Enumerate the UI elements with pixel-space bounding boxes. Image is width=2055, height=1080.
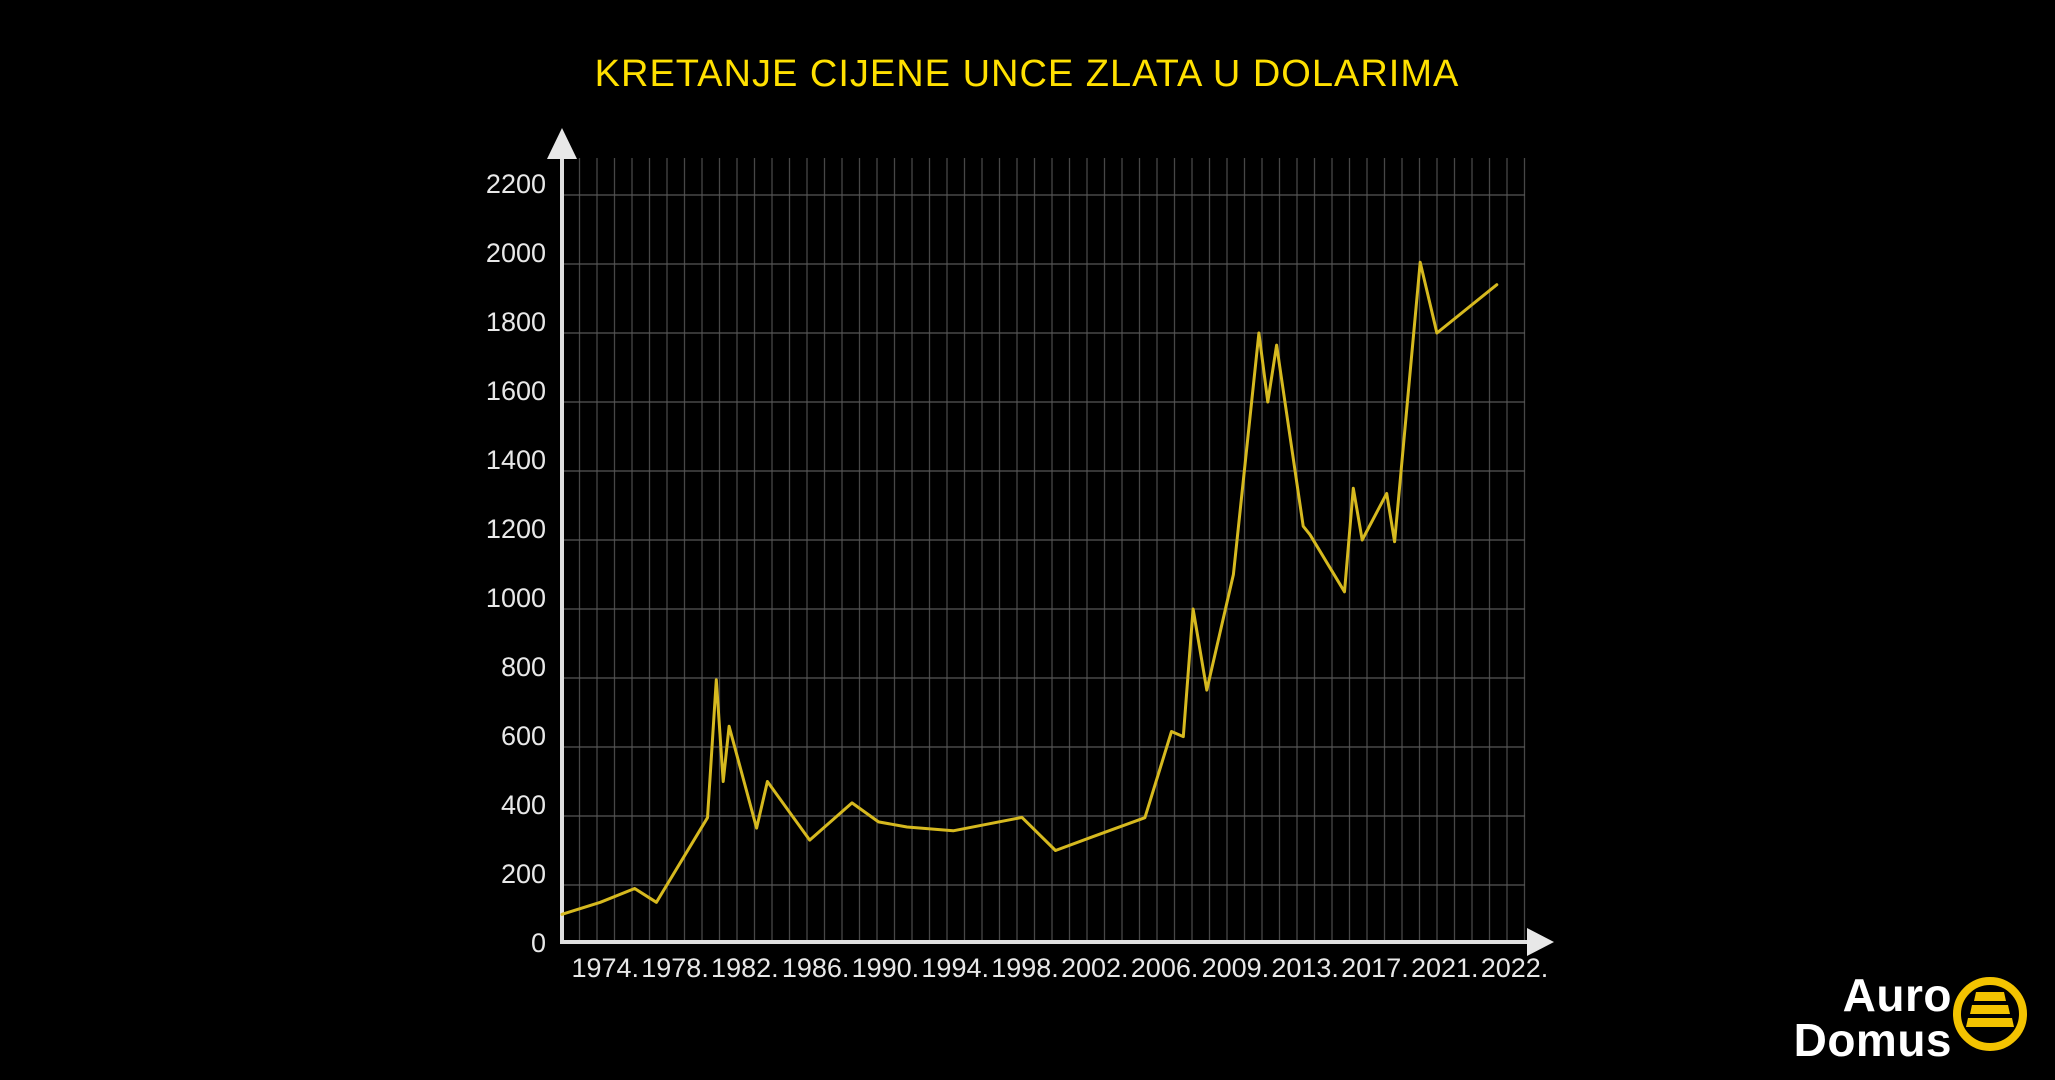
logo-text-line1: Auro — [1843, 969, 1952, 1021]
y-tick-label: 1600 — [486, 376, 546, 406]
y-tick-label: 0 — [531, 928, 546, 958]
y-tick-label: 1800 — [486, 307, 546, 337]
x-axis — [560, 928, 1554, 956]
x-tick-label: 1998. — [991, 953, 1059, 983]
y-tick-label: 1200 — [486, 514, 546, 544]
x-tick-label: 1990. — [852, 953, 920, 983]
x-tick-label: 2006. — [1131, 953, 1199, 983]
x-tick-label: 1982. — [711, 953, 779, 983]
gold-bars-circle-icon — [1953, 977, 2027, 1051]
y-tick-label: 600 — [501, 721, 546, 751]
x-axis-arrow-icon — [1527, 928, 1554, 956]
x-tick-label: 2002. — [1061, 953, 1129, 983]
y-tick-label: 400 — [501, 790, 546, 820]
gold-price-polyline — [560, 260, 1499, 916]
y-tick-label: 1000 — [486, 583, 546, 613]
logo-bar-bottom — [1966, 1018, 2014, 1027]
y-tick-label: 1400 — [486, 445, 546, 475]
x-tick-label: 2009. — [1202, 953, 1270, 983]
y-axis-tick-labels: 0 200 400 600 800 1000 1200 1400 1600 1800 2000 220… — [486, 169, 546, 958]
y-tick-label: 200 — [501, 859, 546, 889]
y-tick-label: 800 — [501, 652, 546, 682]
vertical-gridlines — [578, 158, 1526, 940]
y-tick-label: 2000 — [486, 238, 546, 268]
logo-bar-top — [1974, 992, 2006, 1001]
y-tick-label: 2200 — [486, 169, 546, 199]
x-tick-label: 2022. — [1481, 953, 1549, 983]
y-axis — [547, 128, 577, 944]
horizontal-gridlines — [562, 194, 1525, 886]
x-tick-label: 1978. — [641, 953, 709, 983]
x-tick-label: 1994. — [921, 953, 989, 983]
x-tick-label: 2013. — [1271, 953, 1339, 983]
logo-bar-middle — [1970, 1005, 2010, 1014]
chart-title: KRETANJE CIJENE UNCE ZLATA U DOLARIMA — [595, 53, 1460, 95]
x-tick-label: 1986. — [782, 953, 850, 983]
aurodomus-logo: Auro Domus — [1794, 969, 2027, 1066]
gold-price-line-series — [560, 260, 1499, 916]
x-tick-label: 1974. — [571, 953, 639, 983]
x-tick-label: 2017. — [1341, 953, 1409, 983]
x-tick-label: 2021. — [1411, 953, 1479, 983]
logo-text-line2: Domus — [1794, 1014, 1952, 1066]
x-axis-tick-labels: 1974. 1978. 1982. 1986. 1990. 1994. 1998. 2002.… — [571, 953, 1548, 983]
y-axis-arrow-icon — [547, 128, 577, 159]
